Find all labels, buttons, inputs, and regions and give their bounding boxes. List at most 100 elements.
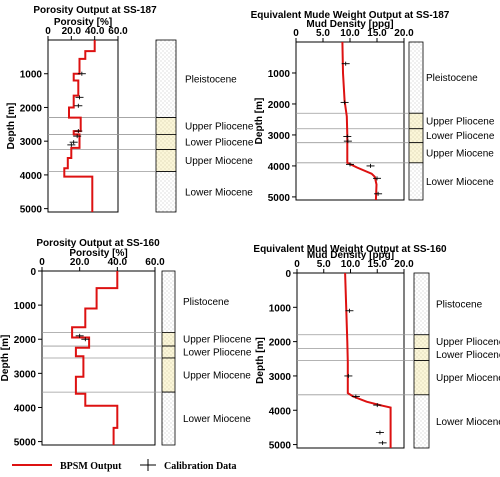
zone-block — [161, 345, 176, 359]
y-tick-label: 1000 — [269, 303, 292, 314]
zone-label: Upper Miocene — [436, 373, 500, 384]
zone-label: Lower Miocene — [183, 414, 251, 425]
zone-label: Lower Miocene — [426, 177, 494, 188]
x-tick-label: 20.0 — [394, 28, 414, 39]
zone-label: Lower Pliocene — [185, 138, 254, 149]
zone-block — [155, 149, 177, 172]
stratigraphy-column — [408, 41, 424, 201]
chart-title: Porosity Output at SS-160 — [36, 238, 160, 249]
x-tick-label: 40.0 — [108, 257, 128, 268]
stratigraphy-column — [161, 270, 176, 446]
y-tick-label: 4000 — [20, 171, 43, 182]
x-tick-label: 0 — [294, 259, 300, 270]
zone-block — [408, 162, 424, 201]
legend: BPSM Output Calibration Data — [12, 459, 237, 472]
zone-block — [413, 272, 430, 336]
calibration-point — [374, 191, 383, 196]
y-tick-label: 5000 — [268, 193, 291, 204]
zone-label: Plistocene — [436, 299, 483, 310]
x-tick-label: 0 — [45, 26, 51, 37]
x-axis-label: Porosity [%] — [69, 248, 127, 259]
x-tick-label: 60.0 — [145, 257, 165, 268]
chart-title: Equivalent Mud Weight Output at SS-160 — [253, 244, 447, 255]
calibration-point — [351, 394, 360, 399]
plot-frame — [295, 41, 405, 201]
calibration-point — [340, 100, 349, 105]
calibration-point — [74, 129, 83, 134]
zone-block — [413, 360, 430, 396]
y-tick-label: 5000 — [14, 438, 37, 449]
x-axis-label: Mud Density [ppg] — [306, 19, 393, 30]
y-tick-label: 4000 — [268, 162, 291, 173]
calibration-point — [81, 337, 90, 342]
zone-label: Plistocene — [183, 297, 230, 308]
zone-block — [413, 394, 430, 449]
calibration-point — [366, 163, 375, 168]
calibration-point — [373, 403, 382, 408]
zone-label: Lower Pliocene — [436, 350, 500, 361]
zone-block — [155, 134, 177, 151]
zone-label: Lower Miocene — [436, 417, 500, 428]
stratigraphy-column — [155, 39, 177, 213]
zone-block — [155, 171, 177, 213]
calibration-point — [75, 333, 84, 338]
zone-label: Pleistocene — [426, 73, 478, 84]
y-tick-label: 5000 — [20, 205, 43, 216]
x-tick-label: 60.0 — [108, 26, 128, 37]
y-tick-label: 0 — [285, 269, 291, 280]
plot-frame — [47, 39, 119, 213]
chart-title: Porosity Output at SS-187 — [33, 5, 157, 16]
calibration-point — [343, 139, 352, 144]
calibration-point — [77, 71, 86, 76]
zone-label: Pleistocene — [185, 74, 237, 85]
y-axis-label: Depth [m] — [0, 335, 11, 382]
bpsm-output-line — [71, 271, 119, 445]
calibration-point — [74, 103, 83, 108]
zone-label: Upper Pliocene — [436, 337, 500, 348]
y-tick-label: 4000 — [269, 406, 292, 417]
zone-block — [408, 128, 424, 144]
zone-block — [161, 357, 176, 393]
zone-label: Lower Pliocene — [183, 348, 252, 359]
y-axis-label: Depth [m] — [254, 98, 265, 145]
x-tick-label: 0 — [293, 28, 299, 39]
calibration-point — [341, 61, 350, 66]
calibration-point — [75, 95, 84, 100]
zone-label: Upper Miocene — [183, 371, 251, 382]
x-tick-label: 15.0 — [368, 259, 388, 270]
chart-panel-2: Equivalent Mude Weight Output at SS-187M… — [251, 10, 495, 204]
y-tick-label: 3000 — [14, 369, 37, 380]
calibration-point — [344, 373, 353, 378]
x-tick-label: 0 — [39, 257, 45, 268]
y-tick-label: 3000 — [269, 372, 292, 383]
x-tick-label: 20.0 — [62, 26, 82, 37]
y-axis-label: Depth [m] — [255, 337, 266, 384]
zone-label: Upper Pliocene — [426, 117, 495, 128]
zone-block — [155, 117, 177, 135]
bpsm-output-line — [344, 272, 392, 448]
calibration-point — [373, 176, 381, 181]
y-tick-label: 2000 — [20, 103, 43, 114]
y-tick-label: 1000 — [20, 70, 43, 81]
x-axis-label: Porosity [%] — [54, 17, 112, 28]
x-tick-label: 40.0 — [85, 26, 105, 37]
chart-panel-4: Equivalent Mud Weight Output at SS-160Mu… — [253, 244, 500, 452]
zone-block — [408, 142, 424, 164]
zone-label: Upper Pliocene — [185, 122, 254, 133]
zone-label: Upper Miocene — [185, 156, 253, 167]
zone-label: Upper Pliocene — [183, 335, 252, 346]
y-axis-label: Depth [m] — [6, 103, 17, 150]
calibration-point — [346, 162, 354, 167]
zone-block — [161, 391, 176, 446]
y-tick-label: 3000 — [268, 131, 291, 142]
zone-block — [161, 270, 176, 333]
zone-block — [161, 332, 176, 347]
x-tick-label: 10.0 — [341, 259, 361, 270]
stratigraphy-column — [413, 272, 430, 449]
chart-title: Equivalent Mude Weight Output at SS-187 — [251, 10, 450, 21]
calibration-point — [343, 134, 352, 139]
y-tick-label: 2000 — [14, 335, 37, 346]
zone-label: Lower Miocene — [185, 187, 253, 198]
